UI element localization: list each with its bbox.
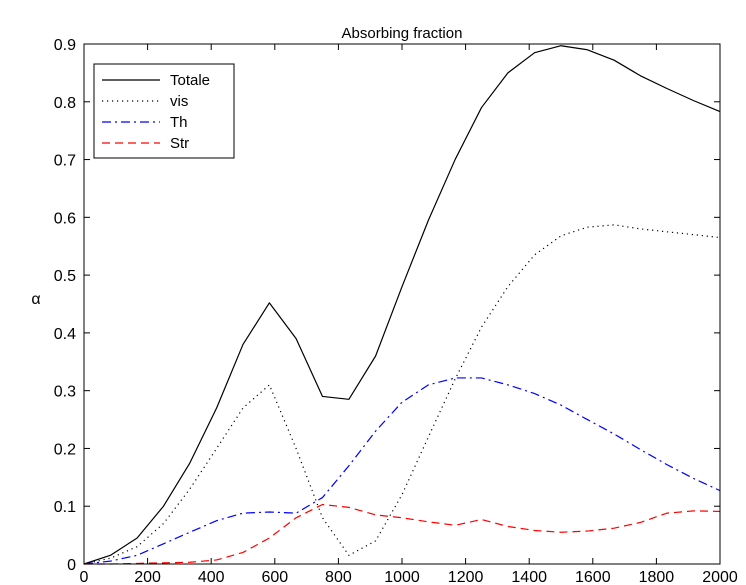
legend-label-totale: Totale: [170, 72, 210, 89]
x-tick-label: 1800: [639, 569, 675, 585]
y-tick-label: 0.1: [54, 499, 76, 516]
x-tick-label: 2000: [702, 569, 738, 585]
y-tick-label: 0.5: [54, 268, 76, 285]
series-line-totale: [83, 45, 721, 565]
x-tick-label: 400: [198, 569, 225, 585]
legend-label-th: Th: [170, 114, 188, 131]
x-tick-label: 200: [134, 569, 161, 585]
x-tick-label: 600: [261, 569, 288, 585]
axis-layer: 0 200 400 600 800 1000 1200 1400 1600 1800 2000 0 0.…: [54, 37, 738, 585]
x-tick-label: 1400: [511, 569, 547, 585]
y-tick-label: 0.3: [54, 384, 76, 401]
y-tick-label: 0.2: [54, 441, 76, 458]
legend-label-vis: vis: [170, 93, 188, 110]
y-axis-label: α: [31, 291, 40, 308]
x-tick-label: 0: [80, 569, 89, 585]
y-tick-label: 0.9: [54, 37, 76, 54]
legend-box: [93, 63, 235, 159]
legend: Totale vis Th Str: [93, 63, 235, 159]
x-tick-label: 800: [325, 569, 352, 585]
series-line-str: [84, 503, 721, 565]
y-tick-label: 0.4: [54, 326, 76, 343]
x-tick-label: 1200: [448, 569, 484, 585]
data-layer: [83, 45, 721, 565]
x-tick-label: 1600: [575, 569, 611, 585]
y-tick-label: 0.8: [54, 95, 76, 112]
legend-label-str: Str: [170, 135, 189, 152]
x-tick-label: 1000: [384, 569, 420, 585]
chart-title: Absorbing fraction: [342, 25, 463, 42]
y-tick-label: 0: [67, 557, 76, 574]
y-tick-label: 0.6: [54, 210, 76, 227]
y-tick-label: 0.7: [54, 153, 76, 170]
